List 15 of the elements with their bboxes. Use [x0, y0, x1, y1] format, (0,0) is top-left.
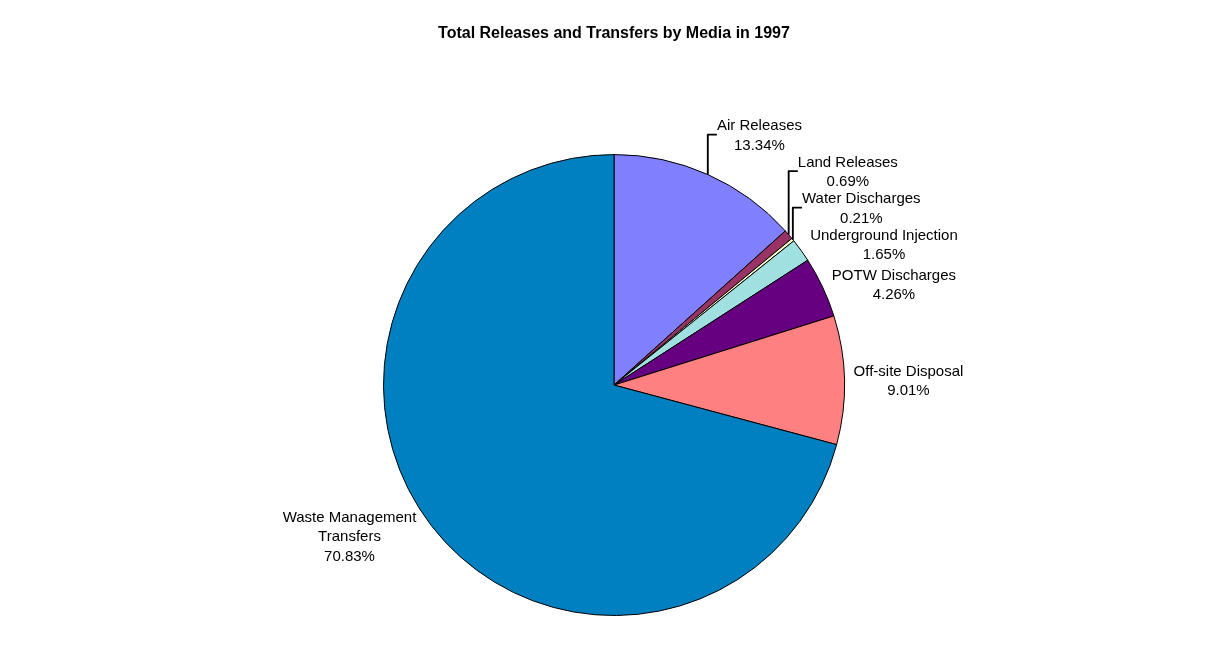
data-label: 13.34%: [734, 135, 785, 153]
slice-label: Air Releases: [716, 116, 802, 134]
slice-label: POTW Discharges: [831, 265, 957, 283]
slice-label: Underground Injection: [810, 225, 958, 243]
slice-label: Land Releases: [797, 152, 898, 170]
slice-label: Waste Management Transfers: [282, 507, 418, 545]
data-label: 9.01%: [887, 381, 930, 399]
slice-label: Off-site Disposal: [853, 361, 964, 379]
slice-label: Water Discharges: [801, 189, 921, 207]
data-label: 0.69%: [826, 172, 870, 190]
data-label: 4.26%: [872, 285, 916, 303]
data-label: 1.65%: [862, 245, 906, 263]
data-label: 0.21%: [840, 208, 883, 226]
chart-title: Total Releases and Transfers by Media in 1997: [438, 24, 791, 42]
data-label: 70.83%: [324, 546, 375, 564]
